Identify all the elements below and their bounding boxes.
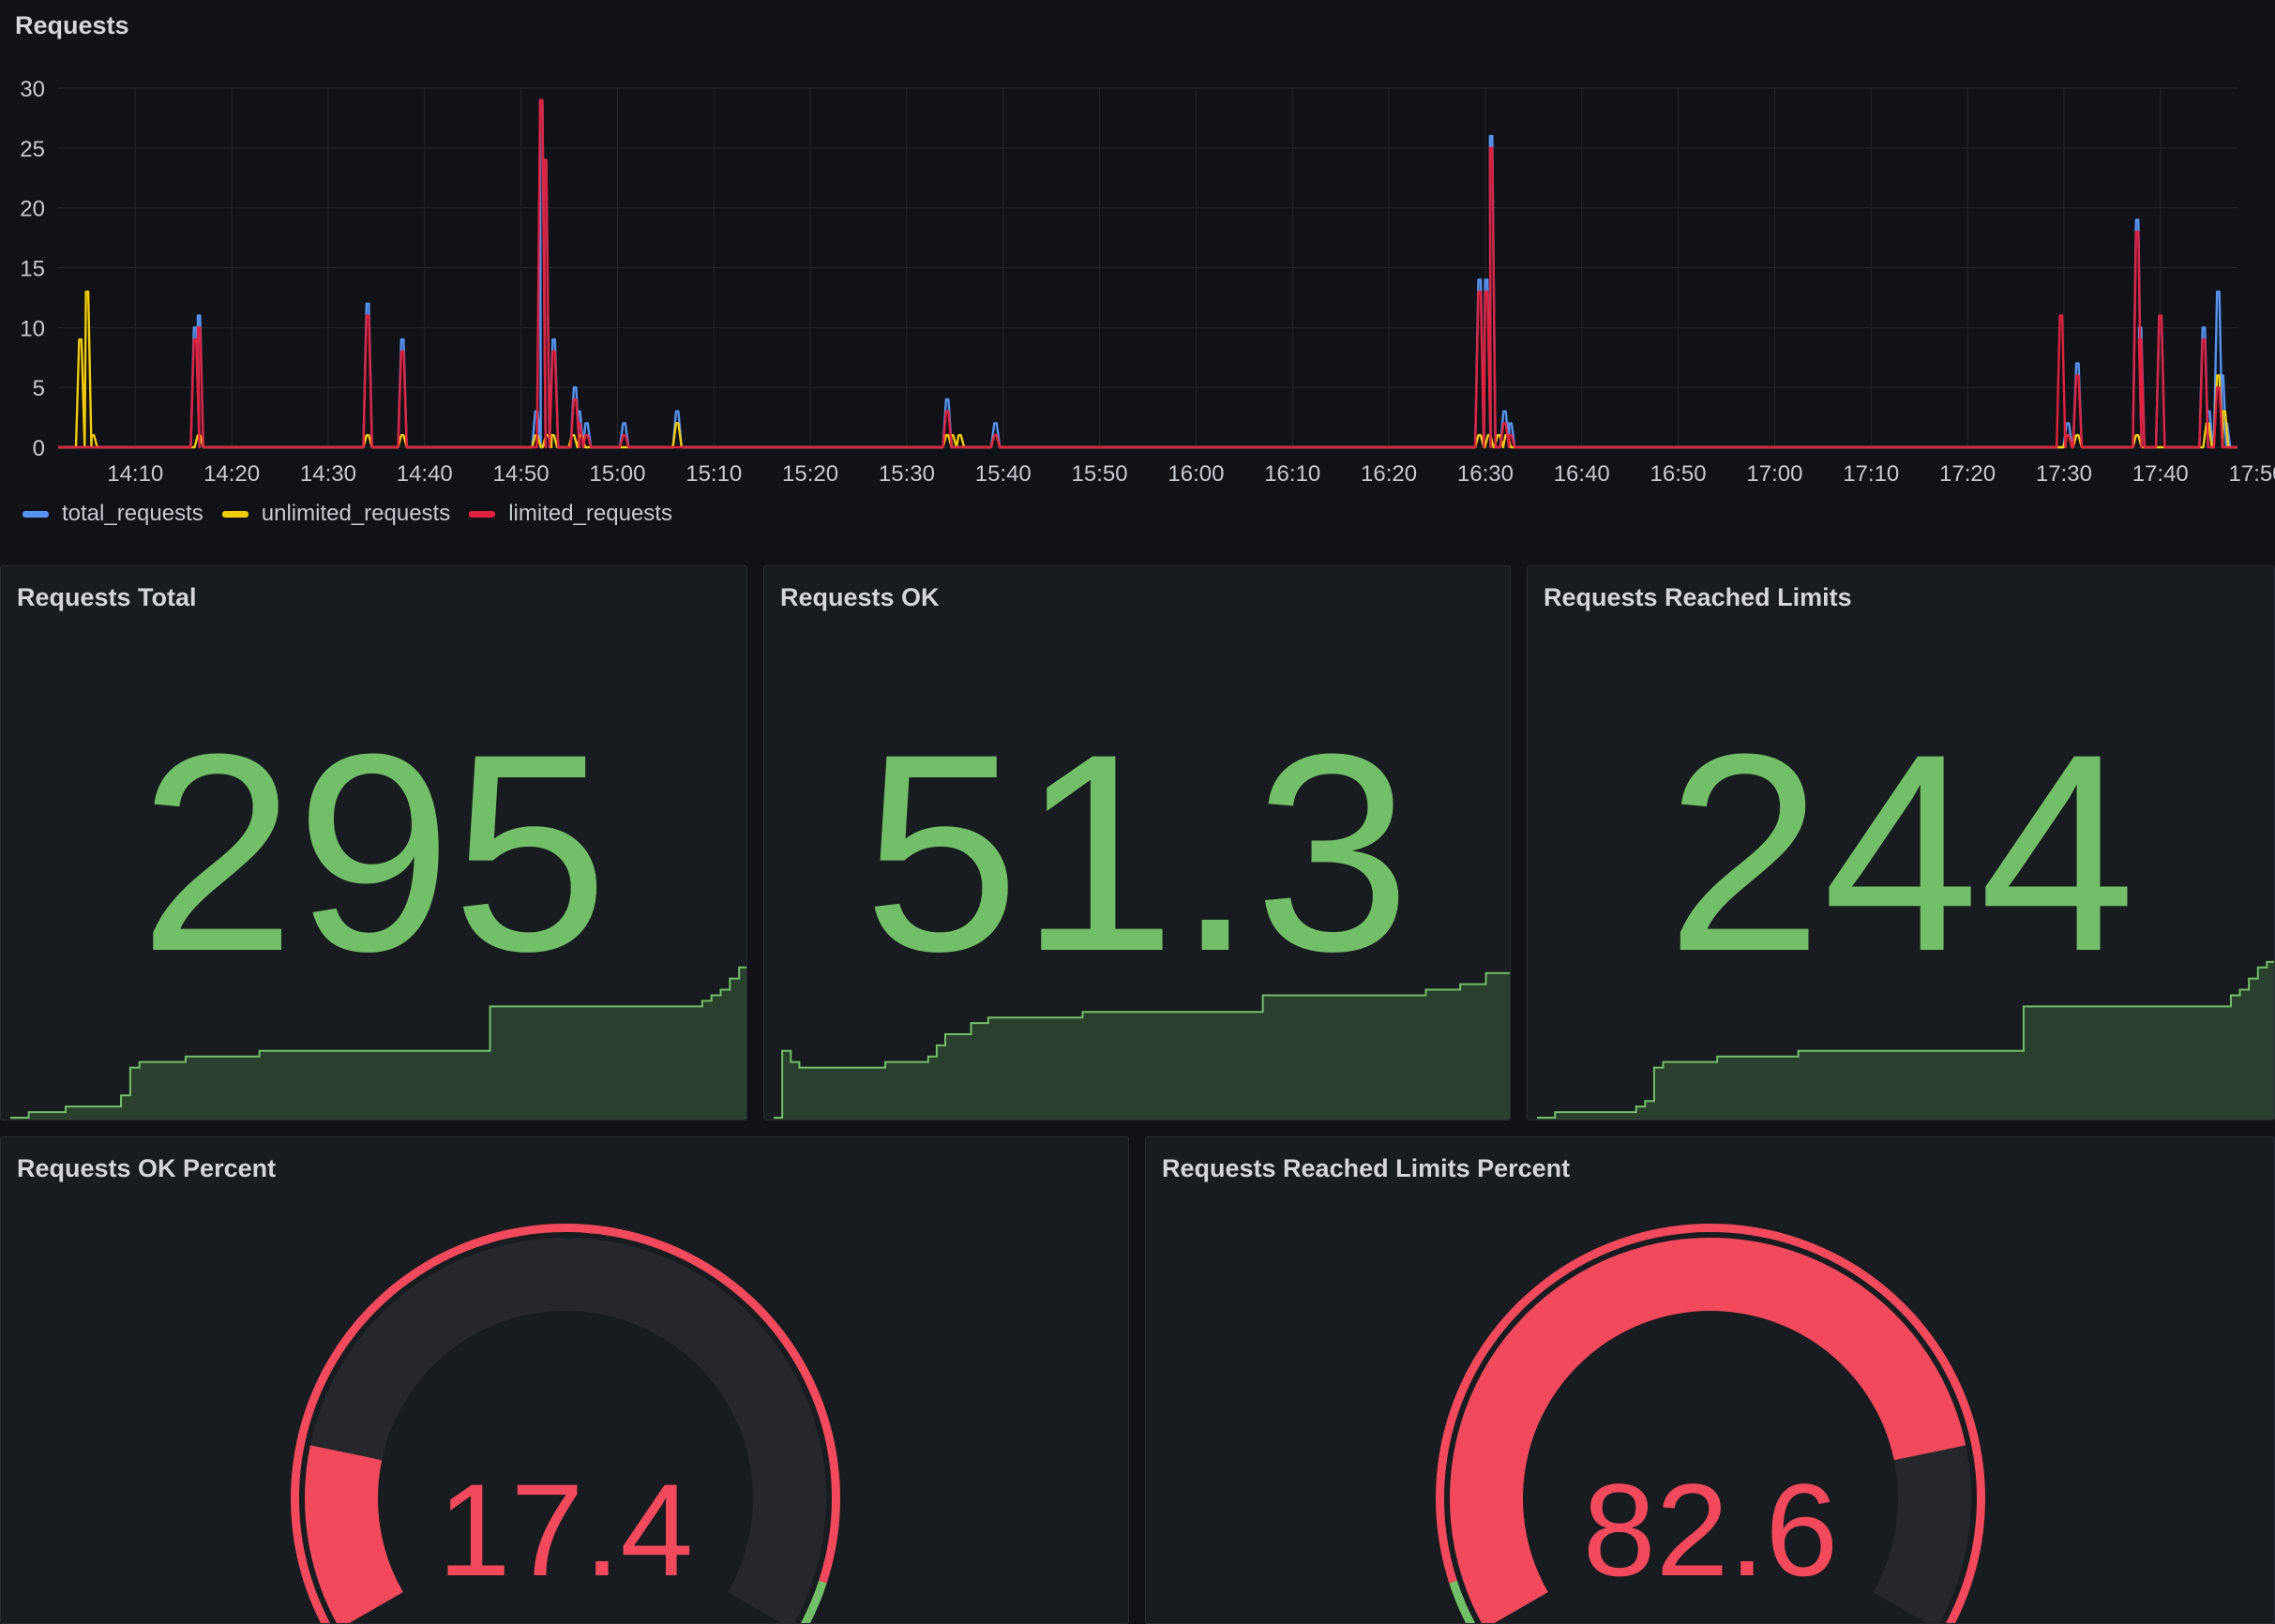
x-tick-label: 14:40: [397, 461, 453, 487]
series-line-total[interactable]: [58, 98, 2237, 449]
y-tick-label: 15: [20, 257, 45, 282]
stat-value: 51.3: [863, 695, 1411, 1010]
gauge-value: 17.4: [438, 1456, 693, 1603]
gauge: 17.4: [291, 1224, 840, 1623]
sparkline-area: [774, 972, 1510, 1120]
panel-title[interactable]: Requests OK Percent: [17, 1154, 277, 1182]
gauge-track: [305, 1237, 826, 1623]
stat-panel-requests-total: Requests Total 295: [0, 565, 747, 1120]
x-tick-label: 17:00: [1746, 461, 1802, 487]
gauge-value-arc: [305, 1445, 403, 1623]
y-tick-label: 5: [33, 376, 45, 401]
x-tick-label: 17:40: [2132, 461, 2189, 487]
sparkline: [10, 966, 746, 1120]
series-line-limited[interactable]: [58, 98, 2237, 449]
panel-title[interactable]: Requests Reached Limits Percent: [1162, 1154, 1571, 1182]
x-tick-label: 15:10: [686, 461, 742, 487]
sparkline-line: [774, 971, 1510, 1119]
x-tick-label: 15:00: [589, 461, 645, 487]
y-tick-label: 0: [33, 436, 45, 461]
sparkline: [774, 971, 1510, 1120]
x-tick-label: 16:40: [1554, 461, 1610, 487]
x-tick-label: 17:20: [1939, 461, 1996, 487]
y-tick-label: 25: [20, 137, 45, 162]
x-tick-label: 17:10: [1843, 461, 1899, 487]
y-tick-label: 10: [20, 316, 45, 341]
x-tick-label: 17:30: [2036, 461, 2092, 487]
legend-label: unlimited_requests: [261, 501, 451, 526]
x-tick-label: 15:40: [975, 461, 1032, 487]
legend-swatch: [221, 510, 249, 518]
x-tick-label: 16:00: [1168, 461, 1224, 487]
y-tick-label: 20: [20, 197, 45, 222]
stat-value: 295: [139, 695, 609, 1010]
x-tick-label: 14:30: [300, 461, 356, 487]
x-tick-label: 14:20: [203, 461, 260, 487]
sparkline-line: [10, 966, 746, 1119]
x-tick-label: 15:30: [879, 461, 935, 487]
stat-value: 244: [1665, 695, 2136, 1010]
gauge-panel-requests-reached-limits-percent: Requests Reached Limits Percent 82.6: [1145, 1136, 2275, 1624]
gauge-threshold-green: [800, 1580, 827, 1623]
x-tick-label: 16:10: [1264, 461, 1320, 487]
legend-swatch: [469, 510, 496, 518]
series-line-unlimited[interactable]: [58, 290, 2237, 449]
requests-panel: Requests 0 5 10 15 20 25 30 14:10 14:20 14:30 14:4…: [0, 0, 2275, 559]
x-tick-label: 16:50: [1650, 461, 1707, 487]
x-tick-label: 16:30: [1457, 461, 1514, 487]
panel-title[interactable]: Requests Reached Limits: [1544, 583, 1852, 611]
x-tick-label: 14:10: [107, 461, 163, 487]
requests-chart[interactable]: 0 5 10 15 20 25 30 14:10 14:20 14:30 14:40 14:50 15:…: [0, 66, 2275, 553]
sparkline-area: [1537, 961, 2274, 1120]
legend-swatch: [23, 510, 49, 518]
sparkline-area: [10, 967, 746, 1120]
x-tick-label: 14:50: [493, 461, 550, 487]
panel-title[interactable]: Requests: [15, 11, 129, 39]
x-tick-label: 15:20: [782, 461, 838, 487]
x-tick-label: 17:50: [2229, 461, 2275, 487]
stat-panel-requests-reached-limits: Requests Reached Limits 244: [1527, 565, 2275, 1120]
sparkline-line: [1537, 960, 2274, 1119]
chart-legend: total_requests unlimited_requests limite…: [23, 501, 672, 527]
legend-label: total_requests: [62, 501, 203, 526]
stat-panel-requests-ok: Requests OK 51.3: [763, 565, 1511, 1120]
gauge-value: 82.6: [1583, 1456, 1838, 1603]
x-tick-label: 16:20: [1361, 461, 1417, 487]
gauge-threshold-green: [1449, 1580, 1476, 1623]
legend-item-limited-requests[interactable]: limited_requests: [469, 501, 672, 527]
gauge-value-arc: [1450, 1238, 1966, 1623]
x-tick-label: 15:50: [1072, 461, 1128, 487]
gauge: 82.6: [1436, 1224, 1985, 1623]
gauge-panel-requests-ok-percent: Requests OK Percent 17.4: [0, 1136, 1129, 1624]
legend-item-unlimited-requests[interactable]: unlimited_requests: [221, 501, 451, 527]
panel-title[interactable]: Requests Total: [17, 583, 197, 611]
panel-title[interactable]: Requests OK: [780, 583, 940, 611]
legend-label: limited_requests: [508, 501, 672, 526]
sparkline: [1537, 960, 2274, 1120]
y-tick-label: 30: [20, 77, 45, 102]
legend-item-total-requests[interactable]: total_requests: [23, 501, 203, 527]
